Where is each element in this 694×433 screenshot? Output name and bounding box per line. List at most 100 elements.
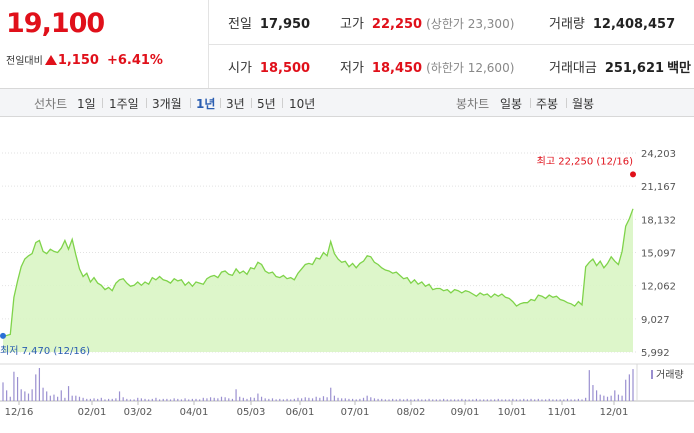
period-3m[interactable]: 3개월 <box>152 97 182 111</box>
volume-bar <box>337 397 339 401</box>
prev-close-label: 전일 <box>228 17 252 32</box>
x-tick-label: 03/02 <box>124 407 153 418</box>
volume-bar <box>166 398 168 401</box>
volume-bar <box>217 398 219 401</box>
lower-limit: (하한가 12,600) <box>426 61 515 75</box>
volume-bar <box>614 390 616 401</box>
volume-bar <box>100 397 102 401</box>
volume-bar <box>508 399 510 401</box>
volume-bar <box>490 399 492 401</box>
volume-bar <box>129 399 132 401</box>
low-label: 저가 <box>340 61 364 76</box>
volume-bar <box>453 399 456 401</box>
open-cell: 시가 18,500 <box>228 57 310 76</box>
volume-bar <box>585 397 587 401</box>
candle-daily[interactable]: 일봉 <box>500 97 523 111</box>
volume-legend: 거래량 <box>656 369 684 381</box>
volume-bar <box>446 399 448 401</box>
candle-weekly[interactable]: 주봉 <box>536 97 559 111</box>
volume-bar <box>67 386 70 401</box>
volume-bar <box>344 398 346 401</box>
period-1y[interactable]: 1년 <box>196 97 216 111</box>
volume-bar <box>574 399 576 401</box>
volume-bar <box>6 390 8 401</box>
y-tick-label: 24,203 <box>641 149 676 160</box>
x-tick-label: 04/01 <box>180 407 209 418</box>
volume-bar <box>439 399 441 401</box>
y-tick-label: 12,062 <box>641 282 676 293</box>
period-bar: 선차트 1일 1주일 3개월 1년 3년 5년 10년 봉차트 일봉 주봉 월봉 <box>0 88 694 117</box>
volume-bar <box>472 399 474 401</box>
volume-bar <box>326 397 328 401</box>
volume-bar <box>279 398 281 401</box>
separator <box>566 98 567 108</box>
period-3y[interactable]: 3년 <box>226 97 245 111</box>
price-line <box>2 208 634 337</box>
period-5y[interactable]: 5년 <box>257 97 276 111</box>
volume-bar <box>290 399 292 401</box>
volume-bar <box>497 398 499 401</box>
x-tick-label: 12/01 <box>600 407 629 418</box>
volume-bar <box>271 398 274 401</box>
volume-bar <box>137 397 139 401</box>
volume-bar <box>555 399 558 401</box>
volume-bar <box>475 398 478 401</box>
volume-bar <box>570 399 572 401</box>
separator <box>146 98 147 108</box>
volume-bar <box>566 398 569 401</box>
y-tick-label: 9,027 <box>641 315 670 326</box>
price-box: 19,100 전일대비 1,150 +6.41% <box>0 0 208 88</box>
volume-bar <box>421 399 423 401</box>
volume-bar <box>301 398 303 401</box>
volume-bar <box>104 399 106 401</box>
volume-bar <box>82 397 84 401</box>
period-10y[interactable]: 10년 <box>289 97 316 111</box>
volume-bar <box>355 399 357 401</box>
volume-bar <box>199 399 201 401</box>
period-1d[interactable]: 1일 <box>77 97 96 111</box>
low-annotation: 최저 7,470 (12/16) <box>0 345 90 357</box>
price-area <box>3 208 633 352</box>
volume-bar <box>97 398 99 401</box>
volume-bar <box>224 397 226 401</box>
volume-bar <box>177 398 179 401</box>
volume-bar <box>322 396 325 401</box>
volume-bar <box>315 396 317 401</box>
amount-label: 거래대금 <box>549 61 597 76</box>
volume-bar <box>140 398 142 401</box>
x-tick-label: 12/16 <box>5 407 34 418</box>
volume-bar <box>599 394 601 401</box>
volume-bar <box>519 399 521 401</box>
volume-bar <box>31 389 33 401</box>
volume-bar <box>610 395 612 401</box>
candle-monthly[interactable]: 월봉 <box>572 97 595 111</box>
volume-bar <box>424 399 427 401</box>
volume-bar <box>235 389 237 401</box>
change-percent: +6.41% <box>106 53 163 68</box>
volume-bar <box>523 398 525 401</box>
open-value: 18,500 <box>259 61 311 76</box>
prev-close-value: 17,950 <box>259 17 311 32</box>
volume-bar <box>191 398 193 401</box>
volume-bar <box>173 398 175 401</box>
volume-bar <box>257 393 259 401</box>
volume-bar <box>348 398 350 401</box>
volume-bar <box>151 398 153 401</box>
volume-bar <box>250 397 252 401</box>
volume-bar <box>246 398 248 401</box>
volume-bar <box>548 398 550 401</box>
volume-bar <box>581 399 583 401</box>
volume-bar <box>606 396 609 401</box>
y-tick-label: 18,132 <box>641 215 676 226</box>
current-price: 19,100 <box>6 8 105 39</box>
volume-bar <box>577 398 579 401</box>
line-chart-label: 선차트 <box>34 97 68 111</box>
volume-bar <box>202 397 204 401</box>
separator <box>102 98 103 108</box>
period-1w[interactable]: 1주일 <box>109 97 139 111</box>
volume-bar <box>399 398 401 401</box>
volume-bar <box>108 398 110 401</box>
volume-value: 12,408,457 <box>592 17 676 32</box>
volume-bar <box>406 398 408 401</box>
volume-bar <box>144 398 146 401</box>
